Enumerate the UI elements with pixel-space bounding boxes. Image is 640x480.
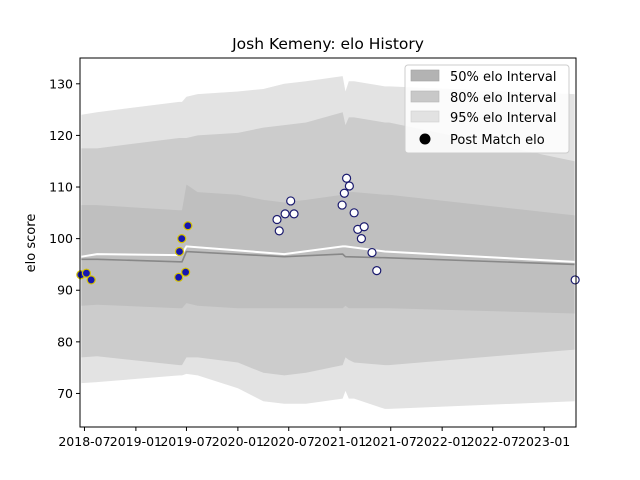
y-tick-label: 110 xyxy=(49,180,73,195)
legend: 50% elo Interval 80% elo Interval 95% el… xyxy=(404,64,570,154)
legend-box xyxy=(404,64,570,154)
post-match-point xyxy=(339,188,349,198)
legend-label-50: 50% elo Interval xyxy=(450,70,557,85)
y-tick-label: 90 xyxy=(57,283,73,298)
y-tick-label: 100 xyxy=(49,231,73,246)
y-tick-label: 130 xyxy=(49,76,73,91)
y-tick-label: 120 xyxy=(49,128,73,143)
post-match-point xyxy=(286,196,296,206)
post-match-point xyxy=(177,234,187,244)
rating-lines xyxy=(81,245,575,266)
legend-label-80: 80% elo Interval xyxy=(450,91,557,106)
post-match-point xyxy=(181,267,191,277)
plot-area xyxy=(76,76,580,409)
legend-swatch-50 xyxy=(410,69,440,82)
post-match-point xyxy=(174,246,185,257)
post-match-point xyxy=(344,181,354,191)
legend-label-points: Post Match elo xyxy=(450,133,545,148)
post-match-point xyxy=(570,275,580,285)
post-match-point xyxy=(174,272,184,282)
y-tick-label: 70 xyxy=(57,386,73,401)
post-match-point xyxy=(372,266,382,276)
x-tick-label: 2019-07 xyxy=(160,434,212,449)
post-match-point xyxy=(349,208,359,218)
x-tick-label: 2018-07 xyxy=(58,434,110,449)
x-tick-label: 2019-01 xyxy=(110,434,162,449)
post-match-point xyxy=(86,275,96,285)
post-match-point xyxy=(183,221,193,231)
x-tick-label: 2020-01 xyxy=(212,434,264,449)
y-axis-label: elo score xyxy=(24,214,39,273)
x-tick-label: 2020-07 xyxy=(263,434,315,449)
y-tick-label: 80 xyxy=(57,334,73,349)
x-tick-label: 2021-07 xyxy=(365,434,417,449)
post-match-point xyxy=(272,214,282,225)
legend-label-95: 95% elo Interval xyxy=(450,111,557,126)
post-match-points xyxy=(76,173,580,285)
axes-frame xyxy=(79,57,577,428)
x-tick-label: 2021-01 xyxy=(314,434,366,449)
y-axis-ticks: 70 80 90 100 110 120 130 xyxy=(49,76,80,401)
post-match-point xyxy=(367,247,377,258)
rating-line-mean xyxy=(81,250,575,266)
post-match-point xyxy=(359,222,369,232)
post-match-point xyxy=(280,209,290,219)
rating-line-white xyxy=(81,245,575,263)
legend-swatch-95 xyxy=(410,110,440,123)
x-tick-label: 2023-01 xyxy=(518,434,570,449)
post-match-point xyxy=(337,200,347,210)
post-match-point xyxy=(289,209,299,219)
x-tick-label: 2022-01 xyxy=(416,434,468,449)
legend-swatch-80 xyxy=(410,90,440,103)
post-match-point xyxy=(81,268,92,278)
chart-title: Josh Kemeny: elo History xyxy=(231,35,424,53)
legend-marker-point xyxy=(419,133,431,145)
post-match-point xyxy=(274,226,284,236)
post-match-point xyxy=(356,234,366,244)
post-match-point xyxy=(341,173,352,183)
x-tick-label: 2022-07 xyxy=(467,434,519,449)
